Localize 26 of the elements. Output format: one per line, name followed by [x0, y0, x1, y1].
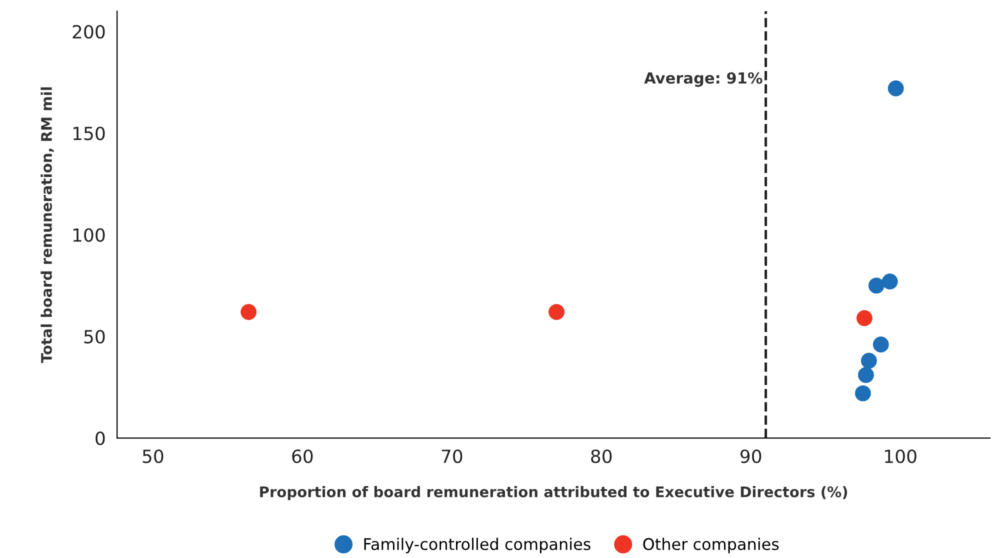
legend-label: Other companies	[643, 538, 779, 554]
point	[240, 304, 257, 320]
point	[856, 310, 872, 326]
x-tick-label: 100	[885, 449, 916, 464]
x-tick-label: 50	[142, 449, 164, 464]
x-tick-label: 70	[442, 449, 462, 464]
point	[872, 336, 889, 353]
y-axis-title: Total board remuneration, RM mil	[40, 87, 54, 363]
y-tick-label: 200	[72, 24, 105, 39]
y-tick-label: 150	[73, 126, 105, 140]
x-tick-label: 60	[292, 449, 313, 464]
point	[548, 304, 565, 320]
point	[860, 352, 877, 369]
ref-line-label: Average: 91%	[644, 72, 762, 87]
y-tick-label: 50	[84, 330, 105, 344]
point	[882, 274, 898, 290]
x-tick-label: 90	[740, 449, 762, 464]
point	[854, 385, 871, 402]
x-tick-label: 80	[591, 449, 612, 464]
legend-label: Family-controlled companies	[364, 538, 590, 554]
point	[888, 80, 904, 96]
y-tick-label: 100	[73, 228, 105, 242]
point	[868, 278, 884, 294]
y-tick-label: 0	[96, 431, 105, 446]
point	[858, 367, 874, 383]
x-axis-title: Proportion of board remuneration attributed to Executive Directors (%)	[260, 486, 848, 500]
